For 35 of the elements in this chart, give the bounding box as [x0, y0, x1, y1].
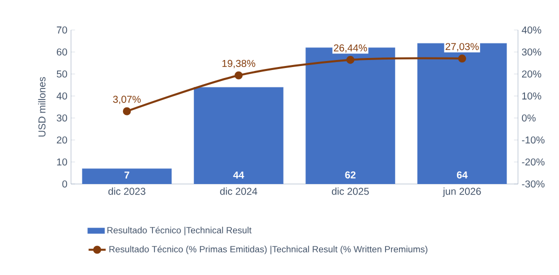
y-axis-title: USD millones	[38, 77, 46, 137]
y-tick-label: 60	[56, 48, 68, 56]
data-label: 19,38%	[222, 60, 256, 68]
data-label: 3,07%	[113, 96, 141, 104]
y2-tick-label: -20%	[522, 158, 545, 166]
x-tick-label: dic 2025	[332, 188, 369, 195]
y2-tick-label: 10%	[522, 92, 542, 100]
y2-tick-label: -10%	[522, 136, 545, 144]
legend-label: Resultado Técnico (% Primas Emitidas) |Technical Result (% Written Premiums)	[109, 246, 428, 254]
point	[122, 107, 131, 116]
y-tick-label: 0	[62, 180, 68, 188]
y2-tick-label: 30%	[522, 48, 542, 56]
y-tick-label: 70	[56, 26, 68, 34]
y2-tick-label: 0%	[522, 114, 536, 122]
x-tick-label: dic 2024	[220, 188, 258, 195]
y-tick-label: 10	[57, 158, 68, 166]
y2-tick-label: -30%	[522, 180, 545, 188]
data-label: 64	[456, 171, 468, 178]
x-tick-label: dic 2023	[108, 188, 146, 195]
y-tick-label: 20	[56, 136, 68, 144]
y-tick-label: 50	[56, 70, 68, 78]
data-label: 62	[345, 171, 356, 178]
y-tick-label: 30	[56, 114, 68, 122]
data-label: 44	[233, 172, 244, 178]
point	[234, 71, 243, 80]
point	[458, 54, 466, 63]
data-label: 7	[124, 172, 130, 178]
y-tick-label: 40	[56, 92, 68, 100]
data-label: 27,03%	[446, 43, 479, 52]
y2-tick-label: 20%	[522, 70, 542, 78]
y2-tick-label: 40%	[522, 26, 542, 34]
legend-label: Resultado Técnico |Technical Result	[107, 226, 252, 236]
point	[346, 56, 354, 64]
x-tick-label: jun 2026	[442, 188, 481, 197]
data-label: 26,44%	[334, 44, 367, 53]
